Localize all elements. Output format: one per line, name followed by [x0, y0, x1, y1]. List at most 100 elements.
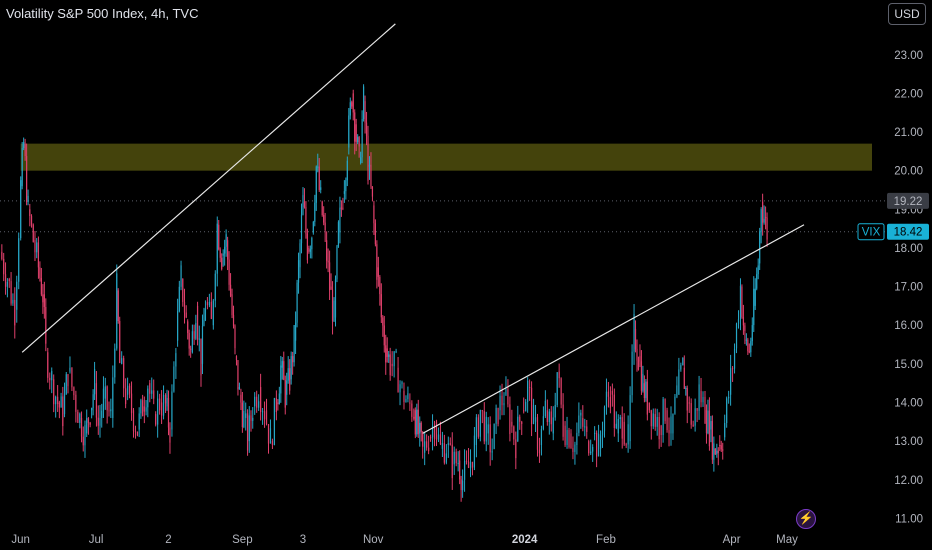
candle-body [228, 259, 230, 285]
candle-body [221, 257, 223, 270]
candle-body [586, 426, 588, 432]
candle-body [393, 351, 395, 367]
candle-body [405, 399, 407, 403]
candle-body [183, 301, 186, 313]
candle-body [51, 371, 53, 381]
x-tick-label: Nov [363, 534, 384, 546]
candle-body [379, 276, 381, 295]
currency-button[interactable]: USD [888, 3, 926, 25]
candle-body [716, 450, 718, 455]
candle-body [306, 233, 309, 261]
candle-body [360, 157, 362, 163]
candle-body [289, 368, 291, 391]
candle-body [357, 137, 359, 143]
candle-body [212, 300, 214, 326]
candle-body [190, 348, 192, 350]
y-tick-label: 11.00 [895, 513, 923, 525]
candle-body [487, 424, 489, 434]
candle-body [621, 417, 623, 439]
candle-body [312, 221, 314, 233]
candle-body [698, 384, 700, 411]
candle-body [104, 386, 106, 399]
candle-body [757, 265, 759, 275]
candle-body [572, 448, 574, 453]
candle-body [89, 422, 91, 425]
candle-body [292, 356, 294, 363]
candle-body [97, 417, 99, 426]
candle-body [389, 354, 391, 376]
candle-body [4, 274, 7, 287]
candle-body [219, 249, 221, 258]
candle-body [71, 367, 73, 388]
candle-body [710, 421, 712, 430]
candle-body [714, 448, 716, 455]
candle-body [766, 217, 768, 240]
candle-body [132, 410, 135, 432]
candle-body [744, 325, 746, 331]
candle-body [685, 388, 687, 390]
candle-body [686, 388, 688, 411]
candle-body [388, 354, 390, 357]
candle-body [414, 410, 416, 435]
candle-body [374, 223, 377, 245]
candle-body [166, 398, 168, 407]
candle-body [607, 391, 610, 397]
candle-body [326, 240, 328, 261]
x-tick-label: Jul [89, 534, 104, 546]
x-tick-label: Apr [723, 534, 741, 546]
candle-body [39, 267, 41, 279]
candle-body [160, 402, 163, 416]
x-tick-label: Jun [11, 534, 30, 546]
candle-body [562, 404, 564, 437]
candle-body [462, 480, 464, 491]
candle-body [14, 299, 16, 326]
candle-body [371, 186, 374, 197]
candle-body [756, 274, 758, 289]
candle-body [505, 389, 507, 395]
candle-body [429, 437, 432, 439]
y-tick-label: 15.00 [894, 359, 923, 371]
candle-body [65, 374, 67, 395]
price-lines-layer [0, 200, 932, 233]
candle-body [658, 416, 660, 440]
candle-body [397, 367, 399, 393]
candle-body [596, 432, 598, 457]
candle-body [538, 449, 541, 454]
candle-body [724, 422, 726, 438]
candle-body [605, 391, 608, 407]
candle-body [737, 319, 740, 324]
candle-body [42, 294, 44, 303]
candle-body [654, 414, 656, 427]
candle-body [305, 207, 307, 234]
candle-body [340, 207, 343, 209]
lightning-bolt-icon[interactable]: ⚡ [796, 509, 816, 529]
candle-body [16, 281, 18, 310]
candle-body [36, 242, 38, 253]
candle-body [416, 409, 418, 435]
candle-body [451, 444, 453, 479]
candle-body [290, 356, 292, 380]
candle-body [138, 413, 140, 430]
candle-body [639, 356, 641, 362]
candle-body [320, 187, 322, 190]
candle-body [376, 244, 378, 280]
candle-body [6, 281, 8, 287]
trendline [21, 23, 396, 353]
candle-body [491, 451, 493, 453]
candle-body [155, 414, 157, 425]
candle-body [574, 444, 576, 453]
candle-body [123, 358, 125, 389]
candle-body [702, 396, 704, 403]
candle-body [648, 402, 650, 411]
candle-body [297, 260, 300, 283]
candle-body [751, 325, 753, 342]
candle-body [708, 410, 711, 447]
candle-body [53, 379, 55, 405]
candle-body [447, 443, 449, 445]
candle-body [142, 400, 144, 416]
candle-body [240, 394, 242, 403]
candle-body [180, 265, 182, 287]
candle-body [245, 413, 247, 418]
candle-body [759, 231, 761, 264]
